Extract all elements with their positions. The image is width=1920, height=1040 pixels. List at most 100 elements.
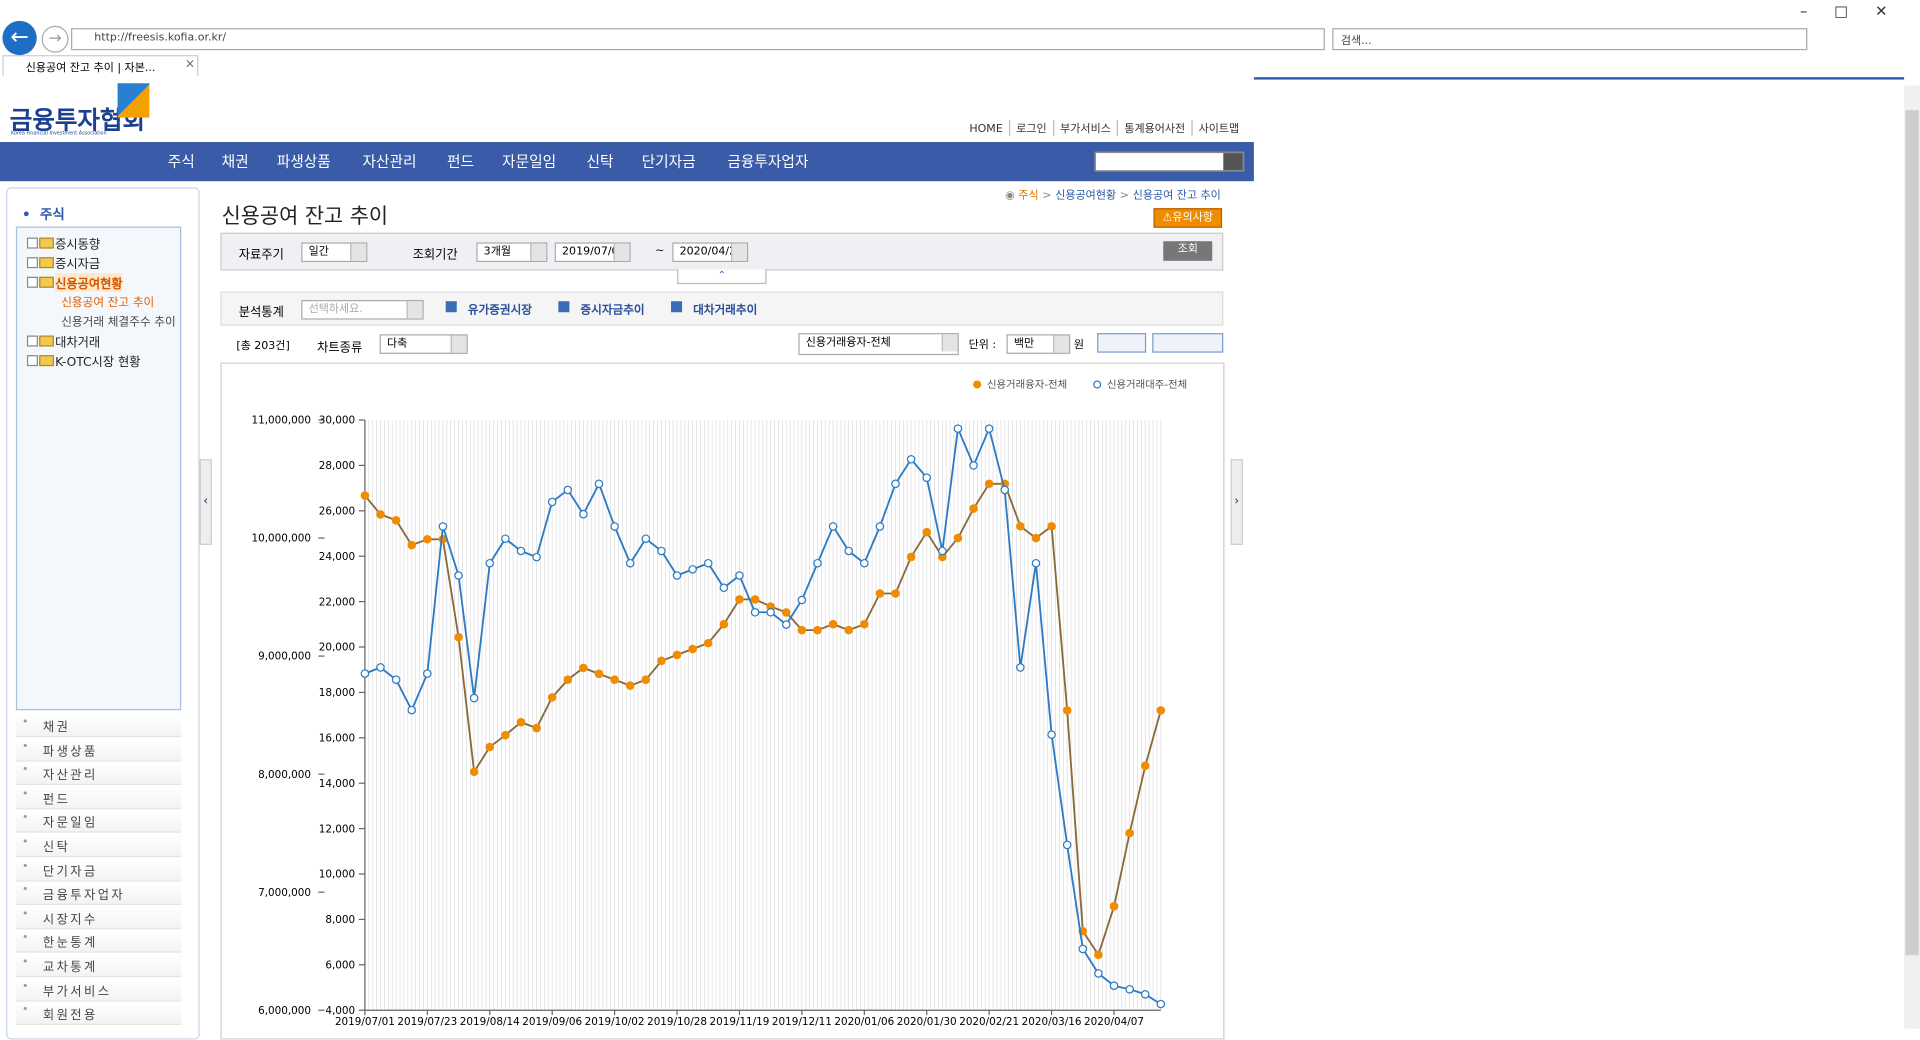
tab-title: 신용공여 잔고 추이 | 자본...: [25, 62, 156, 75]
site-search[interactable]: [1094, 151, 1245, 172]
menu-bullet: •: [22, 812, 29, 825]
back-button[interactable]: ←: [2, 20, 37, 56]
data-point: [1125, 985, 1134, 994]
unit-select[interactable]: 백만: [1006, 334, 1071, 354]
y2-tick-label: 12,000: [319, 823, 355, 835]
x-tick-label: 2020/02/21: [959, 1016, 1019, 1028]
tree-subitem[interactable]: 신용공여 잔고 추이: [61, 296, 155, 310]
chart-type-select[interactable]: 다축: [379, 334, 468, 354]
x-tick-label: 2019/07/23: [397, 1016, 457, 1028]
top-link[interactable]: 사이트맵: [1191, 120, 1245, 136]
scrollbar[interactable]: [1904, 85, 1920, 1029]
data-point: [703, 558, 713, 568]
menu-bullet: •: [22, 932, 29, 945]
data-point: [1016, 663, 1025, 672]
analysis-link[interactable]: 대차거래추이: [693, 303, 758, 318]
nav-item[interactable]: 자문일임: [502, 153, 557, 171]
data-point: [797, 625, 807, 635]
data-point: [1125, 828, 1134, 838]
tree-subitem[interactable]: 신용거래 체결주수 추이: [61, 315, 176, 330]
top-link[interactable]: 부가서비스: [1052, 120, 1117, 136]
menu-item[interactable]: 채권: [42, 721, 71, 735]
range-label: 조회기간: [412, 248, 458, 263]
data-point: [641, 534, 651, 544]
data-point: [1031, 558, 1041, 568]
period-value: 일간: [308, 246, 329, 259]
nav-item[interactable]: 금융투자업자: [727, 153, 809, 171]
end-date[interactable]: 2020/04/22: [672, 242, 749, 263]
top-link[interactable]: 통계용어사전: [1116, 120, 1191, 136]
data-point: [781, 608, 791, 617]
menu-row: [15, 737, 182, 762]
collapse-right[interactable]: ›: [1230, 459, 1243, 545]
menu-row: [15, 785, 182, 810]
x-tick-label: 2020/03/16: [1022, 1016, 1082, 1028]
data-point: [407, 705, 417, 715]
data-point: [469, 767, 479, 777]
forward-button[interactable]: →: [41, 25, 69, 53]
top-link[interactable]: HOME: [969, 123, 1003, 136]
sidebar: [6, 187, 200, 1040]
menu-item[interactable]: 한눈통계: [42, 937, 98, 951]
nav-item[interactable]: 채권: [221, 153, 249, 171]
end-value: 2020/04/22: [679, 246, 744, 259]
analysis-select[interactable]: 선택하세요.: [301, 300, 424, 320]
menu-item[interactable]: 교차통계: [42, 961, 98, 975]
data-point: [953, 533, 963, 543]
menu-row: [15, 713, 182, 738]
filter-toggle[interactable]: ⌃: [677, 269, 767, 285]
sidebar-section[interactable]: • 주식: [22, 206, 65, 223]
analysis-link[interactable]: 증시자금추이: [580, 303, 645, 318]
nav-item[interactable]: 펀드: [446, 153, 474, 171]
data-point: [938, 546, 947, 556]
link-icon: [445, 301, 457, 313]
menu-item[interactable]: 금융투자업자: [42, 889, 126, 903]
folder-icon: [39, 276, 54, 288]
window-controls[interactable]: –□✕: [1800, 2, 1915, 20]
crumb[interactable]: 신용공여현황: [1055, 189, 1117, 203]
search-bar[interactable]: 검색...: [1332, 28, 1808, 51]
crumb[interactable]: 신용공여 잔고 추이: [1132, 189, 1221, 203]
menu-item[interactable]: 회원전용: [42, 1009, 98, 1023]
crumb[interactable]: 주식: [1018, 189, 1039, 203]
address-bar[interactable]: http://freesis.kofia.or.kr/: [71, 28, 1325, 51]
item-select[interactable]: 신용거래융자-전체: [798, 333, 959, 356]
menu-item[interactable]: 신탁: [42, 841, 71, 855]
notice-button[interactable]: ⚠유의사항: [1153, 208, 1223, 228]
menu-bullet: •: [22, 884, 29, 897]
data-point: [579, 663, 588, 673]
tree-item[interactable]: 신용공여현황: [55, 273, 123, 292]
tree-item[interactable]: 증시동향: [55, 238, 101, 253]
nav-item[interactable]: 신탁: [586, 153, 614, 171]
menu-item[interactable]: 시장지수: [42, 913, 98, 927]
top-link[interactable]: 로그인: [1008, 120, 1053, 136]
table-view-button[interactable]: [1152, 333, 1224, 353]
search-button[interactable]: 조회: [1163, 241, 1213, 261]
range-select[interactable]: 3개월: [476, 242, 548, 263]
collapse-left[interactable]: ‹: [199, 459, 212, 545]
nav-item[interactable]: 단기자금: [641, 153, 696, 171]
analysis-link[interactable]: 유가증권시장: [467, 303, 532, 318]
nav-item[interactable]: 주식: [167, 153, 195, 171]
data-point: [1062, 706, 1072, 715]
page-title: 신용공여 잔고 추이: [221, 204, 389, 229]
chart-view-button[interactable]: [1097, 333, 1147, 353]
data-point: [391, 675, 401, 684]
nav-item[interactable]: 자산관리: [362, 153, 417, 171]
start-date[interactable]: 2019/07/01: [554, 242, 631, 263]
menu-item[interactable]: 펀드: [42, 793, 71, 807]
data-point: [703, 638, 713, 648]
menu-item[interactable]: 자문일임: [42, 817, 98, 831]
menu-item[interactable]: 자산관리: [42, 769, 98, 783]
x-tick-label: 2019/10/28: [647, 1016, 707, 1028]
tree-item[interactable]: K-OTC시장 현황: [55, 356, 141, 370]
tree-item[interactable]: 대차거래: [55, 336, 101, 351]
tab[interactable]: 신용공여 잔고 추이 | 자본... ×: [2, 55, 199, 76]
data-point: [688, 565, 697, 574]
tree-item[interactable]: 증시자금: [55, 258, 101, 272]
menu-item[interactable]: 파생상품: [42, 745, 98, 759]
menu-item[interactable]: 부가서비스: [42, 985, 112, 999]
menu-item[interactable]: 단기자금: [42, 865, 98, 879]
nav-item[interactable]: 파생상품: [276, 153, 331, 171]
period-select[interactable]: 일간: [301, 242, 368, 263]
